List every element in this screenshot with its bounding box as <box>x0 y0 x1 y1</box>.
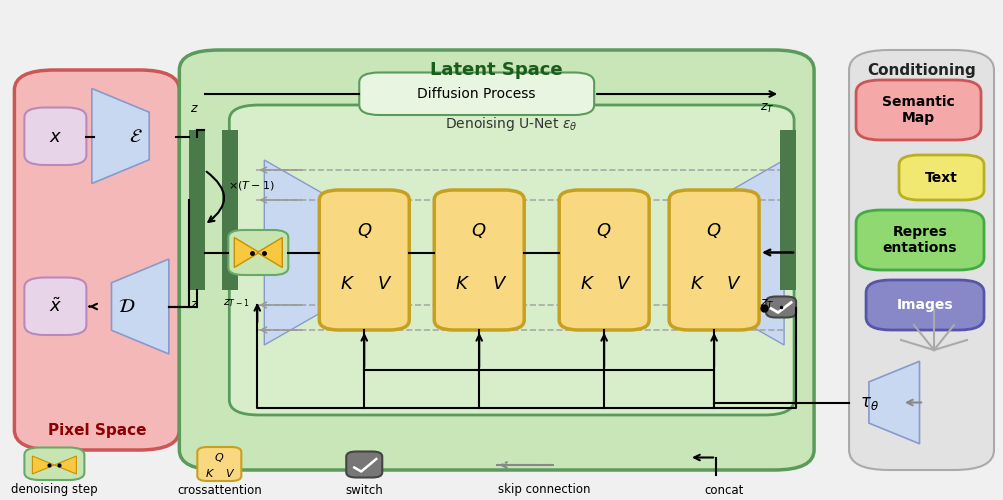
Text: $K$: $K$ <box>579 275 594 293</box>
Text: Latent Space: Latent Space <box>430 61 563 79</box>
Text: $K$: $K$ <box>689 275 704 293</box>
Text: $\tilde{x}$: $\tilde{x}$ <box>49 298 62 316</box>
Polygon shape <box>92 88 149 184</box>
Text: $K$: $K$ <box>339 275 354 293</box>
Text: $\mathcal{E}$: $\mathcal{E}$ <box>129 126 143 146</box>
Polygon shape <box>54 456 76 474</box>
Text: $\mathcal{D}$: $\mathcal{D}$ <box>117 297 135 316</box>
Polygon shape <box>32 456 54 474</box>
Text: Diffusion Process: Diffusion Process <box>417 87 536 101</box>
Text: $Q$: $Q$ <box>214 452 225 464</box>
Text: $K$: $K$ <box>454 275 469 293</box>
Bar <box>779 130 795 290</box>
Bar <box>190 130 206 290</box>
Text: $Q$: $Q$ <box>471 222 486 240</box>
FancyBboxPatch shape <box>849 50 993 470</box>
Text: $V$: $V$ <box>616 275 631 293</box>
FancyBboxPatch shape <box>24 278 86 335</box>
Text: Images: Images <box>896 298 953 312</box>
FancyBboxPatch shape <box>866 280 983 330</box>
Polygon shape <box>702 160 783 345</box>
Text: $Q$: $Q$ <box>596 222 611 240</box>
FancyBboxPatch shape <box>765 296 795 318</box>
Text: $K$: $K$ <box>205 467 215 479</box>
Text: $\tau_\theta$: $\tau_\theta$ <box>859 394 878 411</box>
FancyBboxPatch shape <box>24 108 86 165</box>
FancyBboxPatch shape <box>559 190 649 330</box>
Text: $x$: $x$ <box>49 128 62 146</box>
Text: Semantic
Map: Semantic Map <box>882 95 954 125</box>
Text: $\times(T-1)$: $\times(T-1)$ <box>228 178 275 192</box>
Text: skip connection: skip connection <box>497 484 590 496</box>
Polygon shape <box>868 361 919 444</box>
Text: $z$: $z$ <box>191 298 199 310</box>
FancyBboxPatch shape <box>229 105 793 415</box>
FancyBboxPatch shape <box>24 448 84 480</box>
Polygon shape <box>234 238 259 268</box>
Text: $z_T$: $z_T$ <box>759 298 773 310</box>
FancyBboxPatch shape <box>856 210 983 270</box>
Polygon shape <box>257 238 282 268</box>
Text: Conditioning: Conditioning <box>867 62 975 78</box>
Text: denoising step: denoising step <box>11 484 97 496</box>
Bar <box>222 130 238 290</box>
FancyBboxPatch shape <box>898 155 983 200</box>
Text: Repres
entations: Repres entations <box>882 225 956 255</box>
Text: $z_{T-1}$: $z_{T-1}$ <box>223 298 250 310</box>
Polygon shape <box>111 259 169 354</box>
Polygon shape <box>264 160 345 345</box>
Text: $V$: $V$ <box>491 275 507 293</box>
Text: $V$: $V$ <box>376 275 391 293</box>
FancyBboxPatch shape <box>856 80 980 140</box>
FancyBboxPatch shape <box>434 190 524 330</box>
FancyBboxPatch shape <box>319 190 409 330</box>
Text: switch: switch <box>345 484 383 496</box>
Text: Text: Text <box>924 170 957 184</box>
Text: crossattention: crossattention <box>177 484 262 496</box>
Text: concat: concat <box>704 484 743 496</box>
Text: Denoising U-Net $\epsilon_\theta$: Denoising U-Net $\epsilon_\theta$ <box>445 115 578 133</box>
FancyBboxPatch shape <box>180 50 813 470</box>
FancyBboxPatch shape <box>359 72 594 115</box>
Text: $z$: $z$ <box>191 102 199 115</box>
Text: $Q$: $Q$ <box>706 222 721 240</box>
Text: Pixel Space: Pixel Space <box>47 422 146 438</box>
FancyBboxPatch shape <box>198 447 241 481</box>
FancyBboxPatch shape <box>668 190 758 330</box>
Text: $z_T$: $z_T$ <box>759 102 773 115</box>
FancyBboxPatch shape <box>14 70 180 450</box>
Text: $V$: $V$ <box>726 275 741 293</box>
Text: $Q$: $Q$ <box>356 222 372 240</box>
Text: $V$: $V$ <box>225 467 236 479</box>
FancyBboxPatch shape <box>228 230 288 275</box>
FancyBboxPatch shape <box>346 452 382 477</box>
